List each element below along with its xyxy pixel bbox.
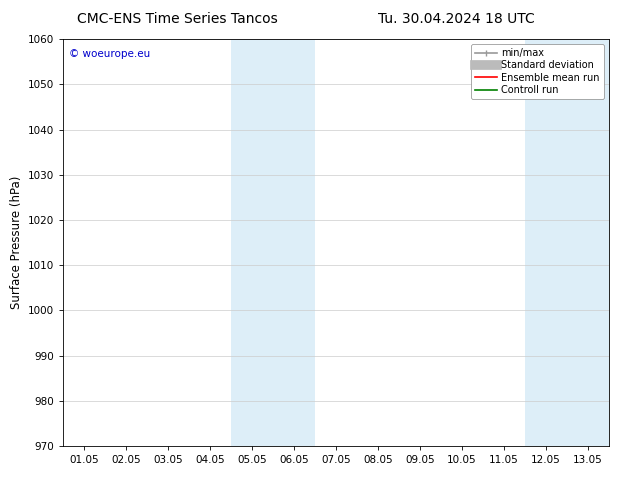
Text: © woeurope.eu: © woeurope.eu — [69, 49, 150, 59]
Text: CMC-ENS Time Series Tancos: CMC-ENS Time Series Tancos — [77, 12, 278, 26]
Legend: min/max, Standard deviation, Ensemble mean run, Controll run: min/max, Standard deviation, Ensemble me… — [471, 44, 604, 99]
Bar — [231, 39, 315, 446]
Y-axis label: Surface Pressure (hPa): Surface Pressure (hPa) — [10, 176, 23, 309]
Text: Tu. 30.04.2024 18 UTC: Tu. 30.04.2024 18 UTC — [378, 12, 535, 26]
Bar — [525, 39, 609, 446]
